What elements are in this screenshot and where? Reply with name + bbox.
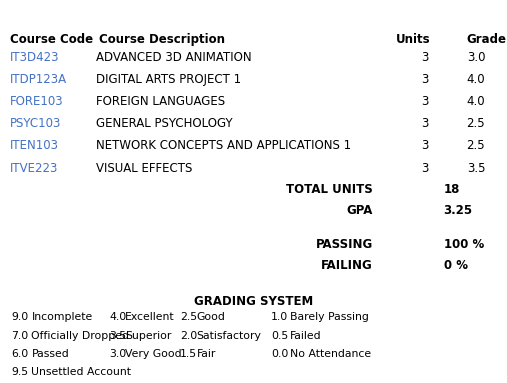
Text: 3: 3 <box>421 162 428 175</box>
Text: Very Good: Very Good <box>125 349 182 359</box>
Text: 4.0: 4.0 <box>466 95 485 108</box>
Text: FAILING: FAILING <box>321 259 373 272</box>
Text: 18: 18 <box>444 183 460 196</box>
Text: 2.5: 2.5 <box>466 139 485 152</box>
Text: No Attendance: No Attendance <box>290 349 371 359</box>
Text: Fair: Fair <box>197 349 216 359</box>
Text: Passed: Passed <box>31 349 69 359</box>
Text: TOTAL UNITS: TOTAL UNITS <box>286 183 373 196</box>
Text: 3.25: 3.25 <box>444 204 473 217</box>
Text: 1.0: 1.0 <box>271 312 288 322</box>
Text: GRADING SYSTEM: GRADING SYSTEM <box>194 295 313 308</box>
Text: ITVE223: ITVE223 <box>10 162 58 175</box>
Text: 7.0: 7.0 <box>11 331 28 340</box>
Text: 2.5: 2.5 <box>180 312 197 322</box>
Text: 3.0: 3.0 <box>109 349 126 359</box>
Text: 0.0: 0.0 <box>271 349 288 359</box>
Text: IT3D423: IT3D423 <box>10 51 60 64</box>
Text: Good: Good <box>197 312 226 322</box>
Text: Satisfactory: Satisfactory <box>197 331 262 340</box>
Text: 3.0: 3.0 <box>467 51 485 64</box>
Text: ADVANCED 3D ANIMATION: ADVANCED 3D ANIMATION <box>96 51 252 64</box>
Text: GENERAL PSYCHOLOGY: GENERAL PSYCHOLOGY <box>96 117 233 130</box>
Text: ITEN103: ITEN103 <box>10 139 59 152</box>
Text: 2.5: 2.5 <box>466 117 485 130</box>
Text: 9.0: 9.0 <box>11 312 28 322</box>
Text: PASSING: PASSING <box>315 238 373 251</box>
Text: 100 %: 100 % <box>444 238 484 251</box>
Text: Units: Units <box>396 33 431 46</box>
Text: GPA: GPA <box>346 204 373 217</box>
Text: Failed: Failed <box>290 331 321 340</box>
Text: Excellent: Excellent <box>125 312 175 322</box>
Text: NETWORK CONCEPTS AND APPLICATIONS 1: NETWORK CONCEPTS AND APPLICATIONS 1 <box>96 139 351 152</box>
Text: 4.0: 4.0 <box>109 312 126 322</box>
Text: 3: 3 <box>421 117 428 130</box>
Text: 3: 3 <box>421 139 428 152</box>
Text: 6.0: 6.0 <box>11 349 28 359</box>
Text: DIGITAL ARTS PROJECT 1: DIGITAL ARTS PROJECT 1 <box>96 73 241 86</box>
Text: 3.5: 3.5 <box>467 162 485 175</box>
Text: Officially Dropped: Officially Dropped <box>31 331 129 340</box>
Text: 3: 3 <box>421 95 428 108</box>
Text: Grade: Grade <box>466 33 506 46</box>
Text: Superior: Superior <box>125 331 171 340</box>
Text: 3.5: 3.5 <box>109 331 126 340</box>
Text: 2.0: 2.0 <box>180 331 197 340</box>
Text: Incomplete: Incomplete <box>31 312 93 322</box>
Text: 3: 3 <box>421 73 428 86</box>
Text: 3: 3 <box>421 51 428 64</box>
Text: FOREIGN LANGUAGES: FOREIGN LANGUAGES <box>96 95 226 108</box>
Text: PSYC103: PSYC103 <box>10 117 61 130</box>
Text: 9.5: 9.5 <box>11 367 28 377</box>
Text: VISUAL EFFECTS: VISUAL EFFECTS <box>96 162 193 175</box>
Text: FORE103: FORE103 <box>10 95 64 108</box>
Text: 1.5: 1.5 <box>180 349 197 359</box>
Text: ITDP123A: ITDP123A <box>10 73 67 86</box>
Text: 0.5: 0.5 <box>271 331 288 340</box>
Text: Course Description: Course Description <box>99 33 225 46</box>
Text: 4.0: 4.0 <box>466 73 485 86</box>
Text: Barely Passing: Barely Passing <box>290 312 369 322</box>
Text: Course Code: Course Code <box>10 33 93 46</box>
Text: 0 %: 0 % <box>444 259 467 272</box>
Text: Unsettled Account: Unsettled Account <box>31 367 131 377</box>
